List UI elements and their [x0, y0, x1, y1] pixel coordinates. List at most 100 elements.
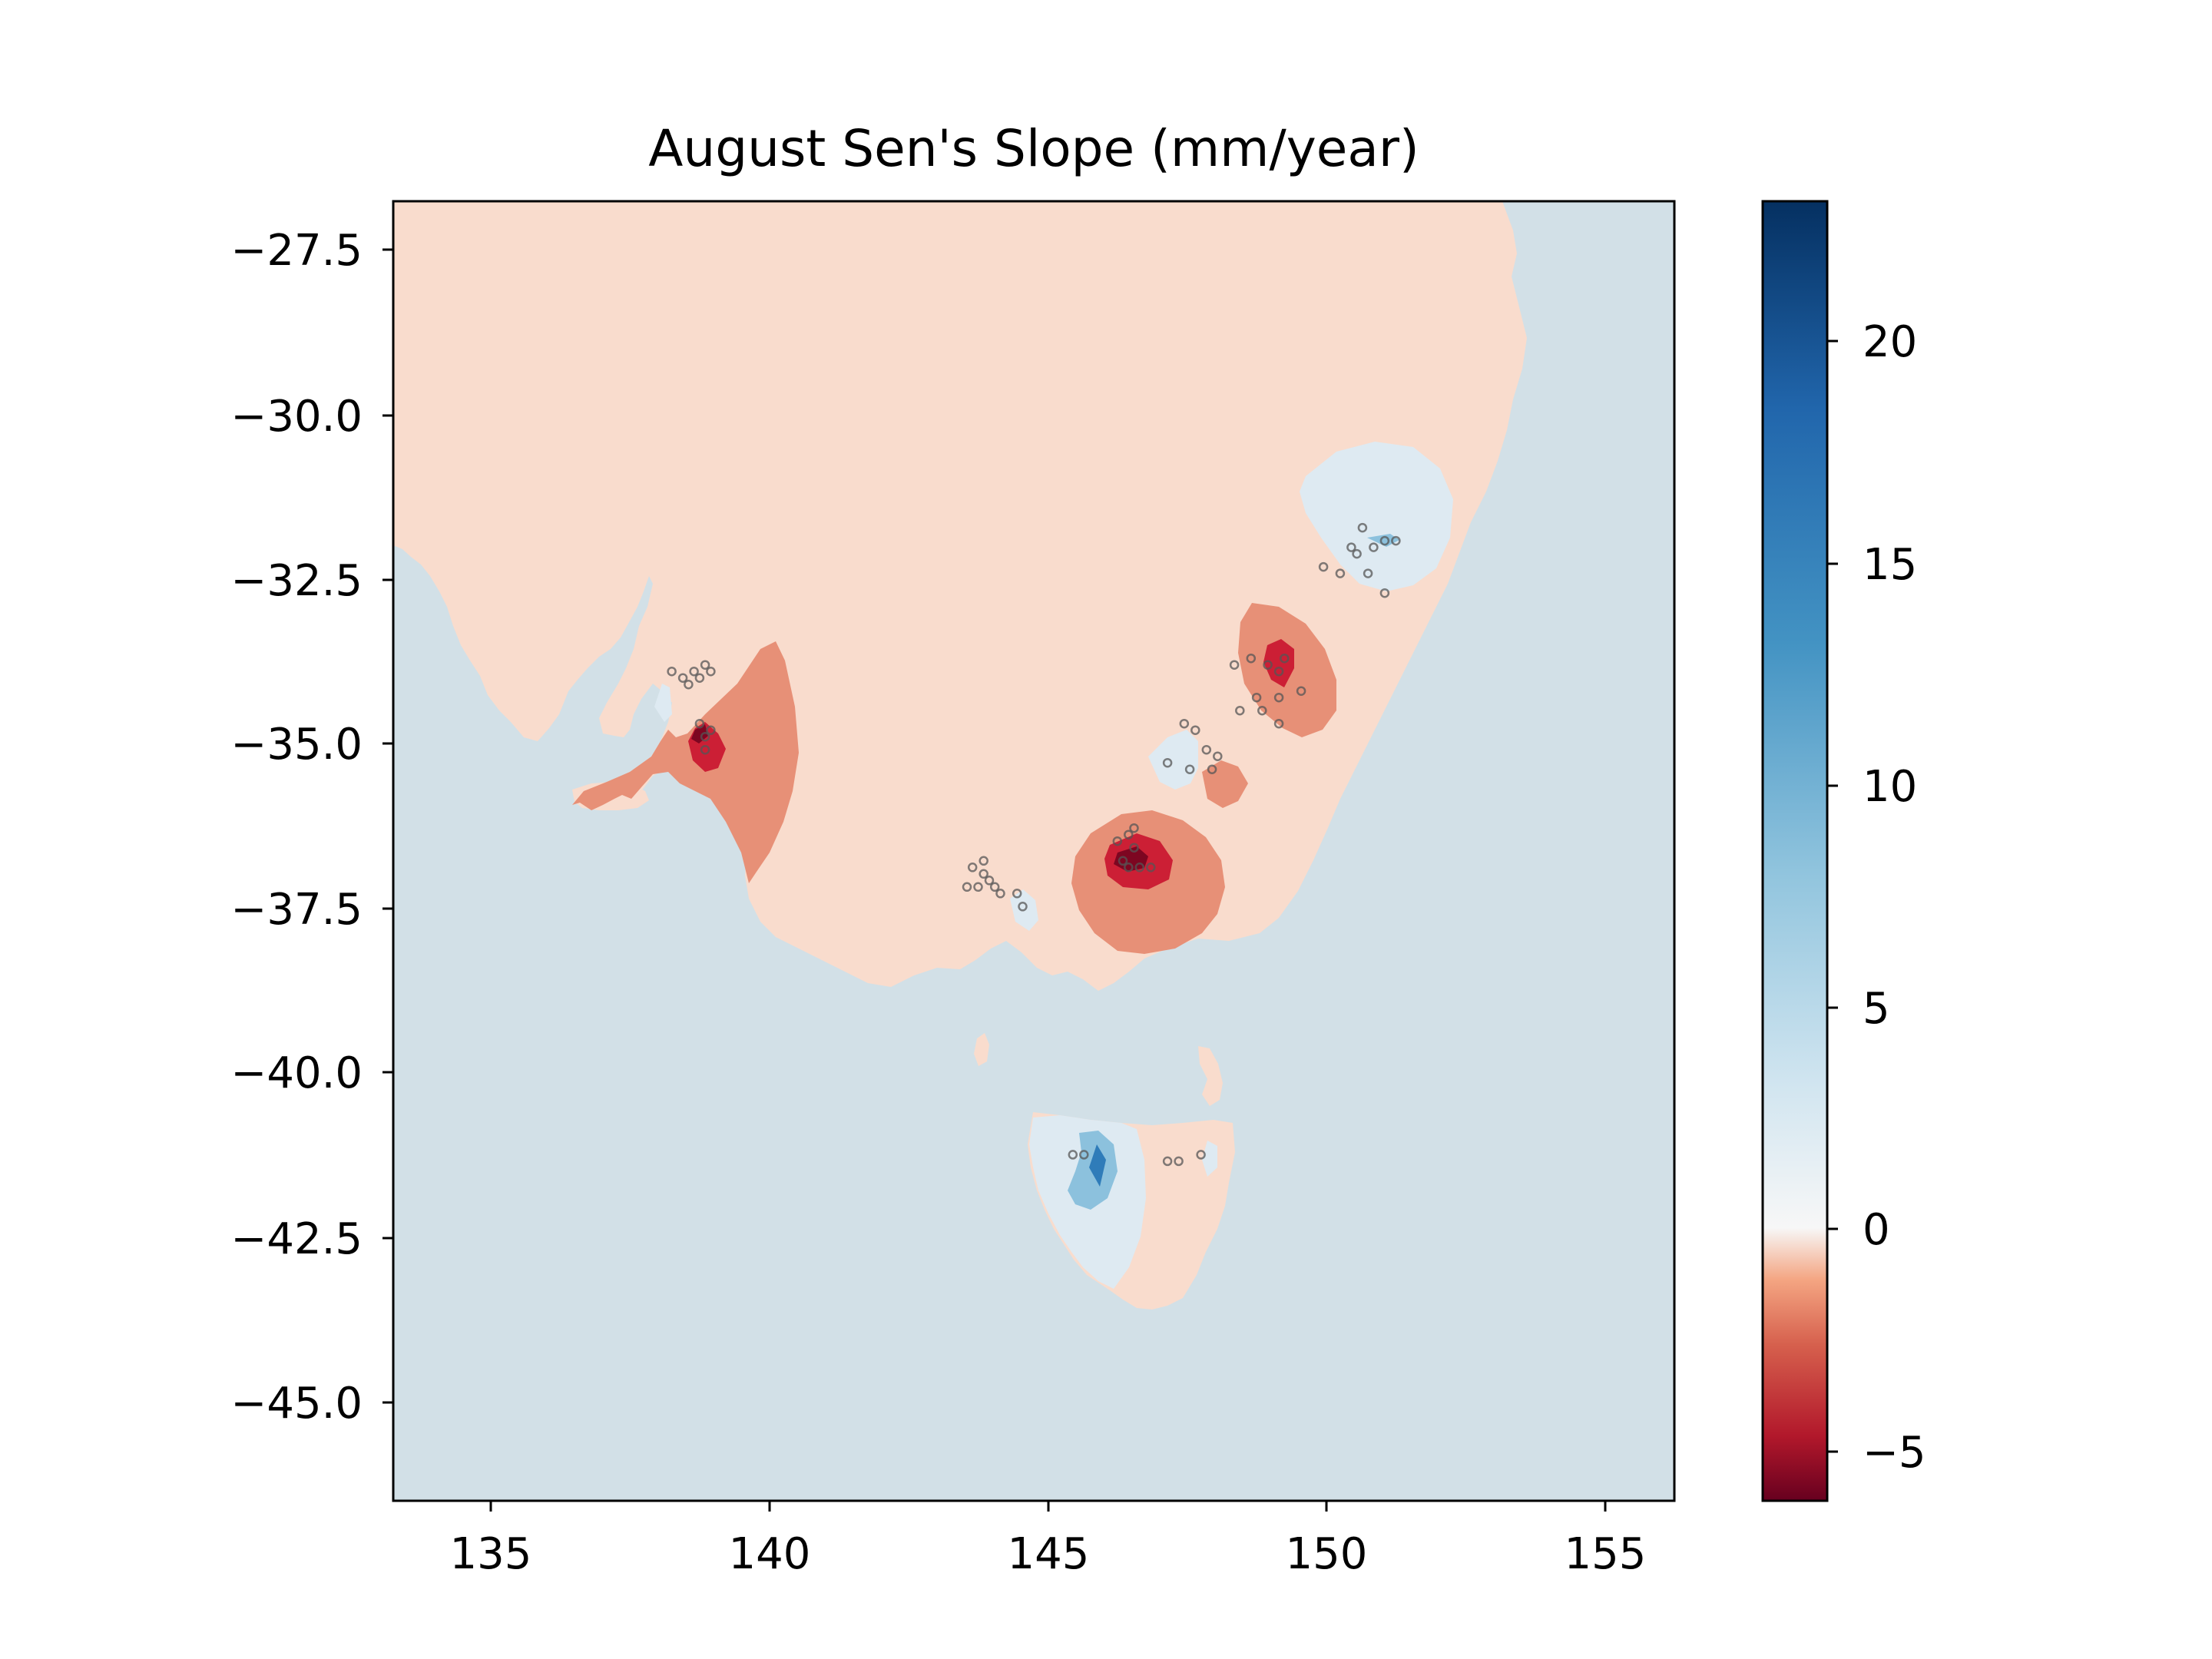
plot-frame — [392, 200, 1676, 1502]
station-marker — [1179, 718, 1190, 729]
colorbar-tick: 20 — [1827, 317, 1917, 367]
station-markers — [667, 522, 1401, 1167]
station-marker — [1263, 660, 1273, 670]
station-marker — [1335, 568, 1346, 578]
station-marker — [1201, 744, 1212, 755]
hunter-moderate-spot — [1367, 534, 1399, 547]
x-tick: 135 — [450, 1501, 531, 1579]
x-tick: 140 — [729, 1501, 811, 1579]
station-marker — [706, 725, 716, 735]
station-marker — [1134, 863, 1145, 873]
station-marker — [1369, 542, 1379, 552]
station-marker — [1379, 535, 1390, 546]
station-marker — [1196, 1150, 1206, 1160]
station-marker — [1012, 889, 1022, 899]
station-marker — [1162, 1156, 1173, 1167]
colorbar: 20 15 10 5 0 −5 — [1761, 200, 1926, 1502]
station-marker — [962, 882, 972, 892]
colorbar-tick: −5 — [1827, 1428, 1926, 1478]
colorbar-tick: 15 — [1827, 540, 1917, 590]
station-marker — [1352, 548, 1362, 559]
station-marker — [1207, 764, 1217, 774]
station-marker — [1129, 823, 1139, 833]
x-tick-label: 145 — [1008, 1529, 1090, 1579]
colorbar-tick-label: 20 — [1863, 317, 1917, 367]
station-marker — [694, 673, 705, 683]
station-marker — [995, 889, 1005, 899]
inland-nsw-strong-zone — [1263, 639, 1294, 687]
station-marker — [1129, 843, 1139, 853]
y-tick-label: −35.0 — [230, 720, 363, 770]
station-marker — [1391, 535, 1401, 546]
station-marker — [979, 869, 988, 879]
y-tick: −37.5 — [230, 885, 393, 935]
station-marker — [1246, 653, 1257, 664]
station-marker — [684, 679, 694, 690]
flinders-island — [1198, 1046, 1223, 1106]
y-tick-label: −45.0 — [230, 1379, 363, 1429]
colorbar-tick-label: −5 — [1863, 1428, 1926, 1478]
y-tick: −45.0 — [230, 1379, 393, 1429]
x-tick-label: 150 — [1286, 1529, 1368, 1579]
station-marker — [989, 882, 1000, 892]
y-tick-label: −32.5 — [230, 556, 363, 606]
station-marker — [1235, 705, 1245, 716]
station-marker — [1174, 1156, 1184, 1167]
station-marker — [677, 673, 688, 683]
x-tick-label: 140 — [729, 1529, 811, 1579]
station-marker — [1124, 863, 1134, 873]
colorbar-tick: 5 — [1827, 984, 1890, 1034]
station-marker — [979, 856, 988, 866]
station-marker — [1273, 692, 1284, 703]
station-marker — [667, 666, 677, 677]
station-marker — [1318, 561, 1329, 572]
x-tick: 155 — [1565, 1501, 1647, 1579]
station-marker — [1162, 757, 1173, 768]
station-marker — [1296, 686, 1306, 696]
station-marker — [1273, 718, 1284, 729]
y-tick: −32.5 — [230, 556, 393, 606]
y-tick: −35.0 — [230, 720, 393, 770]
station-marker — [700, 660, 710, 670]
chart-title: August Sen's Slope (mm/year) — [648, 119, 1419, 178]
station-marker — [1379, 588, 1390, 598]
station-marker — [1251, 692, 1262, 703]
station-marker — [1280, 653, 1290, 664]
colorbar-gradient — [1761, 200, 1829, 1502]
station-marker — [1346, 542, 1356, 552]
east-tasmania-positive-spot — [1202, 1141, 1217, 1177]
colorbar-tick-label: 0 — [1863, 1205, 1890, 1255]
tasmania-strong-zone — [1089, 1144, 1106, 1187]
station-marker — [1363, 568, 1373, 578]
map-plot-area — [393, 201, 1674, 1501]
y-axis: −27.5 −30.0 −32.5 −35.0 −37.5 −40.0 −42.… — [230, 226, 393, 1429]
colorbar-tick-label: 5 — [1863, 984, 1890, 1034]
station-marker — [700, 731, 710, 742]
station-marker — [1257, 705, 1267, 716]
colorbar-tick: 0 — [1827, 1205, 1890, 1255]
station-marker — [1124, 830, 1134, 839]
x-tick-label: 155 — [1565, 1529, 1647, 1579]
station-marker — [1018, 902, 1028, 912]
gulf-positive-spot — [654, 684, 672, 722]
station-marker — [984, 876, 995, 886]
inland-positive-zone — [1148, 730, 1198, 790]
y-tick: −27.5 — [230, 226, 393, 276]
hunter-positive-zone — [1300, 442, 1453, 591]
mainland-landmass — [393, 201, 1527, 991]
x-tick: 145 — [1008, 1501, 1090, 1579]
y-tick-label: −27.5 — [230, 226, 363, 276]
y-tick-label: −40.0 — [230, 1048, 363, 1098]
station-marker — [1357, 522, 1368, 533]
x-tick: 150 — [1286, 1501, 1368, 1579]
colorbar-tick-label: 10 — [1863, 762, 1917, 812]
adelaide-moderate-zone — [572, 641, 799, 883]
y-tick: −30.0 — [230, 392, 393, 442]
y-tick: −42.5 — [230, 1214, 393, 1264]
station-marker — [1190, 725, 1200, 735]
station-marker — [967, 863, 978, 873]
station-marker — [1118, 856, 1128, 866]
station-marker — [1146, 863, 1156, 873]
y-tick-label: −42.5 — [230, 1214, 363, 1264]
